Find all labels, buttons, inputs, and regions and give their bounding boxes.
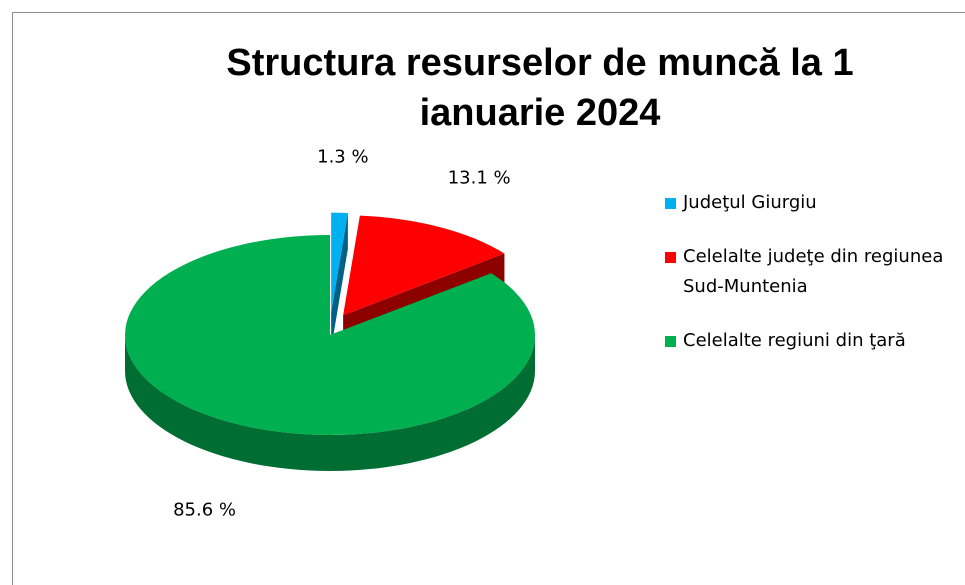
legend-item: Celelalte regiuni din ţară (665, 326, 955, 356)
slice-side (125, 335, 535, 471)
slice (124, 235, 535, 435)
legend-label: Judeţul Giurgiu (683, 192, 817, 213)
legend-item: Celelalte judeţe din regiunea Sud-Munten… (665, 242, 955, 302)
slice (343, 215, 505, 316)
pie-tops (124, 212, 535, 435)
legend-item: Judeţul Giurgiu (665, 188, 955, 218)
slice (331, 212, 348, 313)
legend-swatch (665, 198, 676, 209)
chart-title: Structura resurselor de muncă la 1 ianua… (226, 42, 854, 134)
legend-label: Celelalte judeţe din regiunea Sud-Munten… (683, 246, 944, 297)
legend-swatch (665, 252, 676, 263)
legend: Judeţul Giurgiu Celelalte judeţe din regi… (665, 188, 955, 380)
data-label: 13.1 % (448, 168, 511, 189)
chart-frame (12, 12, 965, 585)
slice-cut-face (331, 212, 348, 349)
legend-swatch (665, 336, 676, 347)
legend-label: Celelalte regiuni din ţară (683, 330, 906, 351)
data-label: 1.3 % (317, 147, 368, 168)
data-label: 85.6 % (173, 499, 236, 520)
